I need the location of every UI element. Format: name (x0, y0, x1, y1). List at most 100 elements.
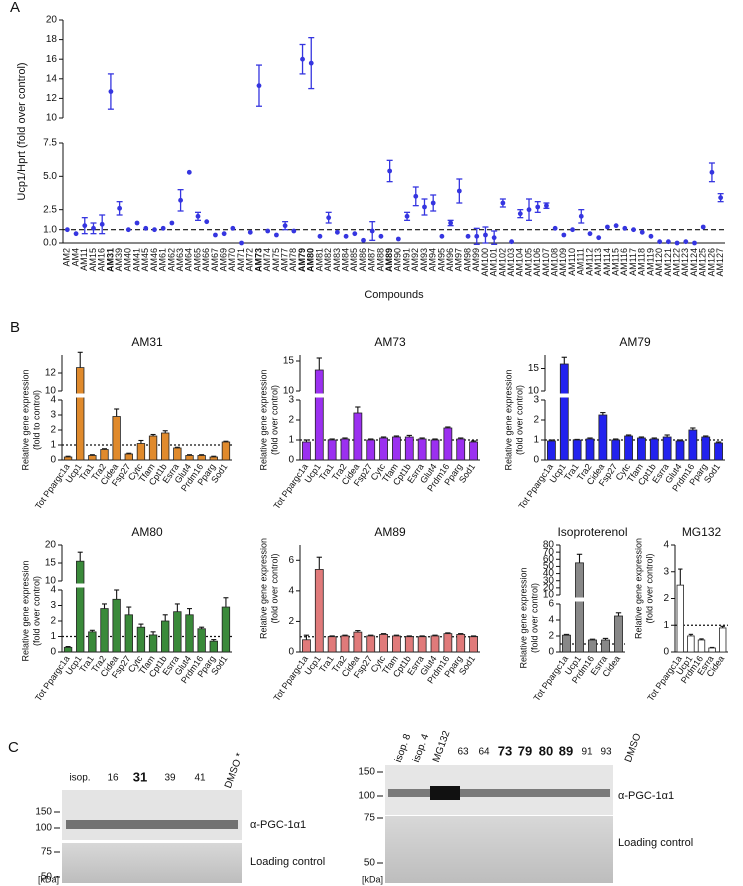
x-tick-label: AM106 (532, 248, 542, 277)
chart-title: AM89 (374, 525, 406, 539)
y-tick-label: 2 (50, 425, 56, 436)
x-tick-label: AM67 (210, 248, 220, 272)
bar (614, 615, 623, 653)
x-tick-label: AM104 (515, 248, 525, 277)
bar (161, 432, 170, 461)
point (622, 225, 628, 231)
x-tick-label: AM110 (567, 248, 577, 276)
y-tick-label: 1 (663, 620, 669, 631)
x-tick-label: AM39 (114, 248, 124, 272)
bar (392, 436, 401, 461)
chart-title: AM73 (374, 335, 406, 349)
bar (314, 569, 324, 653)
lane-label: DMSO (623, 732, 644, 764)
bar (366, 439, 376, 461)
axis-break (56, 583, 234, 588)
x-tick-label: AM40 (123, 248, 133, 272)
bar (314, 369, 324, 461)
lane-label: 80 (539, 743, 553, 758)
x-tick-label: Tot Ppargc1a (531, 654, 570, 703)
y-tick-label: 16 (46, 54, 58, 65)
x-tick-label: AM103 (506, 248, 516, 277)
bar (209, 640, 218, 653)
point (613, 223, 619, 229)
point (596, 235, 602, 241)
blot-image (62, 843, 242, 883)
y-tick-label: 40 (543, 568, 555, 579)
point (674, 240, 680, 246)
point (160, 225, 166, 231)
lane-label: 39 (164, 773, 176, 784)
bar (708, 647, 716, 653)
y-tick-label: 3 (288, 395, 294, 406)
blot-band (66, 820, 238, 829)
axis-break (539, 393, 727, 398)
point (631, 227, 636, 233)
x-tick-label: AM69 (219, 248, 229, 272)
bar (598, 414, 608, 461)
y-tick-label: 10 (46, 113, 58, 124)
axis-break (294, 393, 482, 398)
x-tick-label: AM45 (140, 248, 150, 272)
y-tick-label: 30 (543, 575, 555, 586)
point (448, 220, 454, 226)
x-tick-label: AM102 (497, 248, 507, 277)
unit-label: [kDa] (38, 874, 59, 884)
point (709, 169, 715, 175)
x-tick-label: AM118 (637, 248, 647, 276)
bar (662, 436, 672, 461)
marker-label: 100 (358, 791, 375, 802)
x-tick-label: AM123 (680, 248, 690, 277)
lane-label: isop. 4 (411, 732, 432, 764)
panel-label: B (10, 319, 20, 336)
point (474, 233, 480, 239)
blot-image (62, 790, 242, 840)
point (326, 215, 332, 221)
bar (456, 634, 466, 653)
y-tick-label: 3 (533, 395, 539, 406)
chart-title: AM79 (619, 335, 651, 349)
point (404, 213, 410, 219)
x-tick-label: AM11 (79, 248, 89, 271)
x-tick-label: AM87 (367, 248, 377, 272)
point (99, 221, 105, 227)
bar (209, 456, 218, 461)
marker-label: 50 (364, 858, 376, 869)
x-tick-label: AM117 (628, 248, 638, 276)
point (308, 60, 314, 66)
x-tick-label: AM80 (306, 248, 316, 272)
point (578, 213, 584, 219)
bar (443, 633, 453, 653)
point (64, 227, 70, 233)
point (587, 231, 593, 237)
x-tick-label: Tot Ppargc1a (516, 462, 555, 511)
bar (136, 443, 146, 461)
lane-label: 63 (457, 747, 469, 758)
x-tick-label: AM78 (288, 248, 298, 272)
y-tick-label: 15 (45, 558, 57, 569)
bar (197, 628, 206, 653)
y-tick-label: 10 (45, 386, 57, 397)
point (648, 233, 654, 239)
x-tick-label: AM66 (201, 248, 211, 272)
marker-label: 75 (364, 813, 376, 824)
x-tick-label: AM85 (349, 248, 359, 272)
point (186, 169, 192, 175)
y-axis-label: (fold over control) (269, 553, 279, 623)
x-tick-label: AM70 (227, 248, 237, 272)
x-tick-label: AM107 (541, 248, 551, 277)
axis-break (56, 393, 234, 398)
lane-label: 31 (133, 769, 147, 784)
point (561, 232, 567, 238)
y-tick-label: 7.5 (43, 138, 57, 149)
y-axis-label: (fold over control) (269, 385, 279, 455)
unit-label: [kDa] (362, 874, 383, 884)
marker-label: 100 (35, 823, 52, 834)
y-tick-label: 15 (528, 363, 540, 374)
point (483, 232, 488, 238)
x-tick-label: AM101 (489, 248, 499, 277)
point (282, 223, 288, 229)
bar (469, 441, 478, 461)
bar (148, 634, 158, 653)
lane-label: 93 (600, 747, 612, 758)
